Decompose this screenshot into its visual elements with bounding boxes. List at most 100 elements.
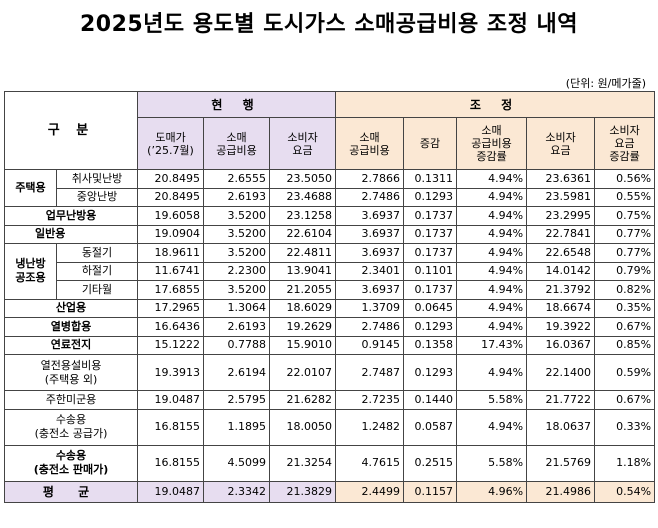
header-adjust-col: 증감 [403,117,458,170]
cell-value: 20.8495 [137,169,205,189]
cell-value: 13.9041 [269,261,337,281]
cell-value: 4.94% [456,298,528,318]
row-label: 중앙난방 [55,187,139,207]
header-current-col: 소비자 요금 [269,117,337,170]
header-current-col: 소매 공급비용 [203,117,271,170]
cell-value: 17.2965 [137,298,205,318]
table-row: 업무난방용 19.6058 3.5200 23.1258 3.6937 0.1737 4.9… [3,206,656,226]
cell-value: 2.5795 [203,390,271,410]
cell-value: 18.9611 [137,243,205,263]
average-value: 2.3342 [203,480,271,503]
cell-value: 4.94% [456,224,528,244]
table-row: 산업용 17.2965 1.3064 18.6029 1.3709 0.0645 4.94%… [3,298,656,318]
cell-value: 2.7486 [335,317,405,337]
row-label: 취사및난방 [55,169,139,189]
cell-value: 21.5769 [526,444,596,482]
table-row: 열병합용 16.6436 2.6193 19.2629 2.7486 0.1293 4.94… [3,317,656,337]
cell-value: 0.77% [594,243,656,263]
cell-value: 4.94% [456,354,528,391]
cell-value: 11.6741 [137,261,205,281]
cell-value: 2.6193 [203,317,271,337]
row-label: 연료전지 [3,335,139,355]
row-label: 동절기 [55,243,139,263]
cell-value: 0.1358 [403,335,458,355]
table-row: 수송용 (충전소 공급가) 16.8155 1.1895 18.0050 1.2482 0.… [3,408,656,446]
cell-value: 16.8155 [137,444,205,482]
cell-value: 21.2055 [269,280,337,300]
cell-value: 0.1311 [403,169,458,189]
table-row: 하절기 11.6741 2.2300 13.9041 2.3401 0.1101 4.94%… [5,261,656,281]
row-label: 일반용 [3,224,139,244]
cell-value: 23.5981 [526,187,596,207]
table-row: 중앙난방 20.8495 2.6193 23.4688 2.7486 0.1293 4.94… [5,187,656,207]
table-row: 기타월 17.6855 3.5200 21.2055 3.6937 0.1737 4.94%… [5,280,656,300]
cell-value: 5.58% [456,390,528,410]
cell-value: 0.1737 [403,243,458,263]
cell-value: 18.6029 [269,298,337,318]
cell-value: 19.3922 [526,317,596,337]
header-adjust: 조 정 [335,91,656,118]
cell-value: 23.1258 [269,206,337,226]
cell-value: 0.79% [594,261,656,281]
cell-value: 23.4688 [269,187,337,207]
cell-value: 22.6548 [526,243,596,263]
cell-value: 0.7788 [203,335,271,355]
cell-value: 3.6937 [335,206,405,226]
cell-value: 3.5200 [203,243,271,263]
cell-value: 22.0107 [269,354,337,391]
table-row: 연료전지 15.1222 0.7788 15.9010 0.9145 0.1358 17.4… [3,335,656,355]
average-value: 4.96% [456,480,528,503]
cell-value: 18.0637 [526,408,596,446]
cell-value: 19.0487 [137,390,205,410]
gas-cost-table: 구 분 현 행 조 정 도매가 (’25.7월) 소매 공급비용 소비자 요금 소매 공급비용… [3,91,656,503]
cell-value: 19.0904 [137,224,205,244]
cell-value: 0.1293 [403,317,458,337]
cell-value: 4.94% [456,280,528,300]
cell-value: 0.85% [594,335,656,355]
average-value: 2.4499 [335,480,405,503]
row-label: 주한미군용 [3,390,139,410]
cell-value: 0.1737 [403,280,458,300]
cell-value: 19.3913 [137,354,205,391]
cell-value: 3.6937 [335,280,405,300]
header-adjust-col: 소비자 요금 증감률 [594,117,656,170]
cell-value: 0.75% [594,206,656,226]
cell-value: 0.1293 [403,187,458,207]
cell-value: 22.6104 [269,224,337,244]
cell-value: 16.8155 [137,408,205,446]
group-label-cooling: 냉난방 공조용 [4,243,57,300]
row-label: 업무난방용 [3,206,139,226]
cell-value: 0.1737 [403,206,458,226]
cell-value: 17.6855 [137,280,205,300]
cell-value: 18.0050 [269,408,337,446]
page-title: 2025년도 용도별 도시가스 소매공급비용 조정 내역 [79,12,579,37]
cell-value: 4.94% [456,206,528,226]
group-label-residential: 주택용 [4,169,57,207]
cell-value: 21.3254 [269,444,337,482]
average-label: 평 균 [3,480,139,503]
cell-value: 20.8495 [137,187,205,207]
average-value: 0.54% [594,480,656,503]
cell-value: 22.7841 [526,224,596,244]
cell-value: 0.0645 [403,298,458,318]
cell-value: 3.6937 [335,243,405,263]
cell-value: 0.56% [594,169,656,189]
cell-value: 0.2515 [403,444,458,482]
average-value: 21.4986 [526,480,596,503]
cell-value: 17.43% [456,335,528,355]
header-current-col: 도매가 (’25.7월) [137,117,205,170]
cell-value: 22.4811 [269,243,337,263]
header-adjust-col: 소매 공급비용 [335,117,405,170]
cell-value: 0.59% [594,354,656,391]
average-value: 0.1157 [403,480,458,503]
cell-value: 0.82% [594,280,656,300]
cell-value: 4.94% [456,169,528,189]
row-label: 수송용 (충전소 공급가) [3,408,139,446]
header-adjust-col: 소비자 요금 [526,117,596,170]
cell-value: 0.77% [594,224,656,244]
row-label: 수송용 (충전소 판매가) [3,444,139,482]
cell-value: 2.3401 [335,261,405,281]
cell-value: 1.1895 [203,408,271,446]
cell-value: 0.0587 [403,408,458,446]
cell-value: 19.6058 [137,206,205,226]
